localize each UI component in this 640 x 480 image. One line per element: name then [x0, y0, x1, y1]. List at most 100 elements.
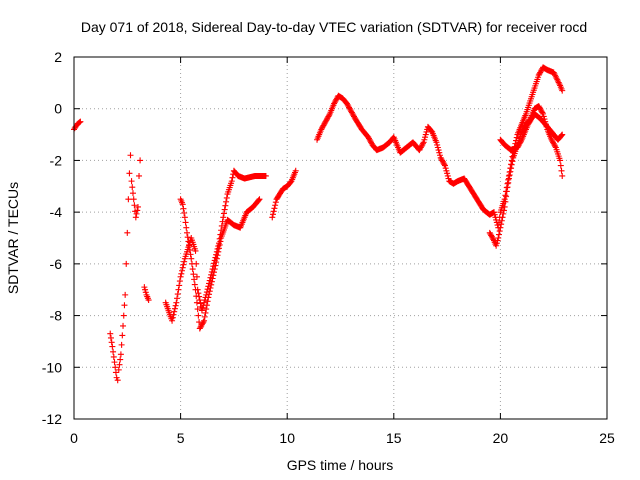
data-point — [208, 278, 215, 285]
y-tick-label: -4 — [50, 204, 63, 220]
data-point — [497, 224, 504, 231]
data-point — [436, 149, 443, 156]
data-point — [107, 334, 114, 341]
data-point — [221, 206, 228, 213]
data-point — [206, 291, 213, 298]
data-point — [213, 259, 220, 266]
data-point — [188, 255, 195, 262]
data-point — [558, 132, 565, 139]
y-tick-label: 2 — [54, 49, 62, 65]
data-point — [504, 184, 511, 191]
data-point — [419, 140, 426, 147]
data-point — [173, 299, 180, 306]
data-point — [129, 190, 136, 197]
data-point — [556, 81, 563, 88]
data-point — [180, 261, 187, 268]
data-point — [287, 178, 294, 185]
data-point — [423, 128, 430, 135]
data-point — [419, 141, 426, 148]
data-point — [435, 147, 442, 154]
y-tick-label: -12 — [42, 411, 62, 427]
data-point — [559, 87, 566, 94]
data-point — [175, 286, 182, 293]
data-point — [416, 147, 423, 154]
data-point — [486, 229, 493, 236]
data-point — [207, 284, 214, 291]
data-point — [125, 196, 132, 203]
data-point — [513, 134, 520, 141]
data-point — [195, 290, 202, 297]
data-point — [517, 139, 524, 146]
data-point — [325, 113, 332, 120]
data-point — [189, 266, 196, 273]
data-point — [496, 228, 503, 235]
data-point — [181, 210, 188, 217]
data-point — [169, 317, 176, 324]
data-point — [174, 291, 181, 298]
data-point — [217, 238, 224, 245]
data-point — [551, 70, 558, 77]
data-point — [499, 214, 506, 221]
data-point — [493, 216, 500, 223]
data-point — [186, 242, 193, 249]
data-point — [438, 156, 445, 163]
data-point — [222, 202, 229, 209]
data-point — [179, 264, 186, 271]
data-point — [210, 272, 217, 279]
data-point — [214, 252, 221, 259]
data-point — [442, 165, 449, 172]
data-point — [549, 139, 556, 146]
data-point — [331, 99, 338, 106]
data-point — [445, 175, 452, 182]
data-point — [124, 229, 131, 236]
data-point — [216, 241, 223, 248]
data-point — [133, 210, 140, 217]
data-point — [109, 343, 116, 350]
chart-title: Day 071 of 2018, Sidereal Day-to-day VTE… — [81, 19, 587, 35]
data-point — [491, 211, 498, 218]
data-point — [209, 275, 216, 282]
data-point — [333, 96, 340, 103]
data-point — [535, 72, 542, 79]
data-point — [536, 104, 543, 111]
data-point — [196, 325, 203, 332]
data-point — [548, 136, 555, 143]
data-point — [292, 167, 299, 174]
data-point — [346, 104, 353, 111]
data-point — [129, 184, 136, 191]
data-point — [422, 134, 429, 141]
data-point — [540, 113, 547, 120]
data-point — [223, 194, 230, 201]
data-point — [555, 79, 562, 86]
data-point — [197, 324, 204, 331]
data-point — [488, 233, 495, 240]
data-point — [320, 122, 327, 129]
data-point — [441, 161, 448, 168]
data-point — [558, 167, 565, 174]
data-point — [185, 238, 192, 245]
data-point — [256, 196, 263, 203]
data-point — [193, 299, 200, 306]
data-point — [489, 235, 496, 241]
data-point — [319, 123, 326, 130]
data-point — [440, 160, 447, 167]
data-point — [192, 286, 199, 293]
data-point — [270, 208, 277, 215]
data-point — [491, 209, 498, 216]
data-point — [351, 113, 358, 120]
data-point — [506, 172, 513, 179]
data-point — [557, 157, 564, 164]
x-tick-label: 0 — [70, 430, 78, 446]
data-point — [439, 157, 446, 164]
data-point — [183, 229, 190, 236]
data-point — [123, 260, 130, 267]
data-point — [181, 258, 188, 265]
data-point — [536, 70, 543, 77]
data-point — [343, 100, 350, 107]
data-point — [444, 170, 451, 177]
y-tick-label: -8 — [50, 308, 63, 324]
data-point — [498, 217, 505, 224]
data-point — [134, 207, 141, 214]
data-point — [195, 312, 202, 319]
grid-lines — [74, 57, 607, 419]
